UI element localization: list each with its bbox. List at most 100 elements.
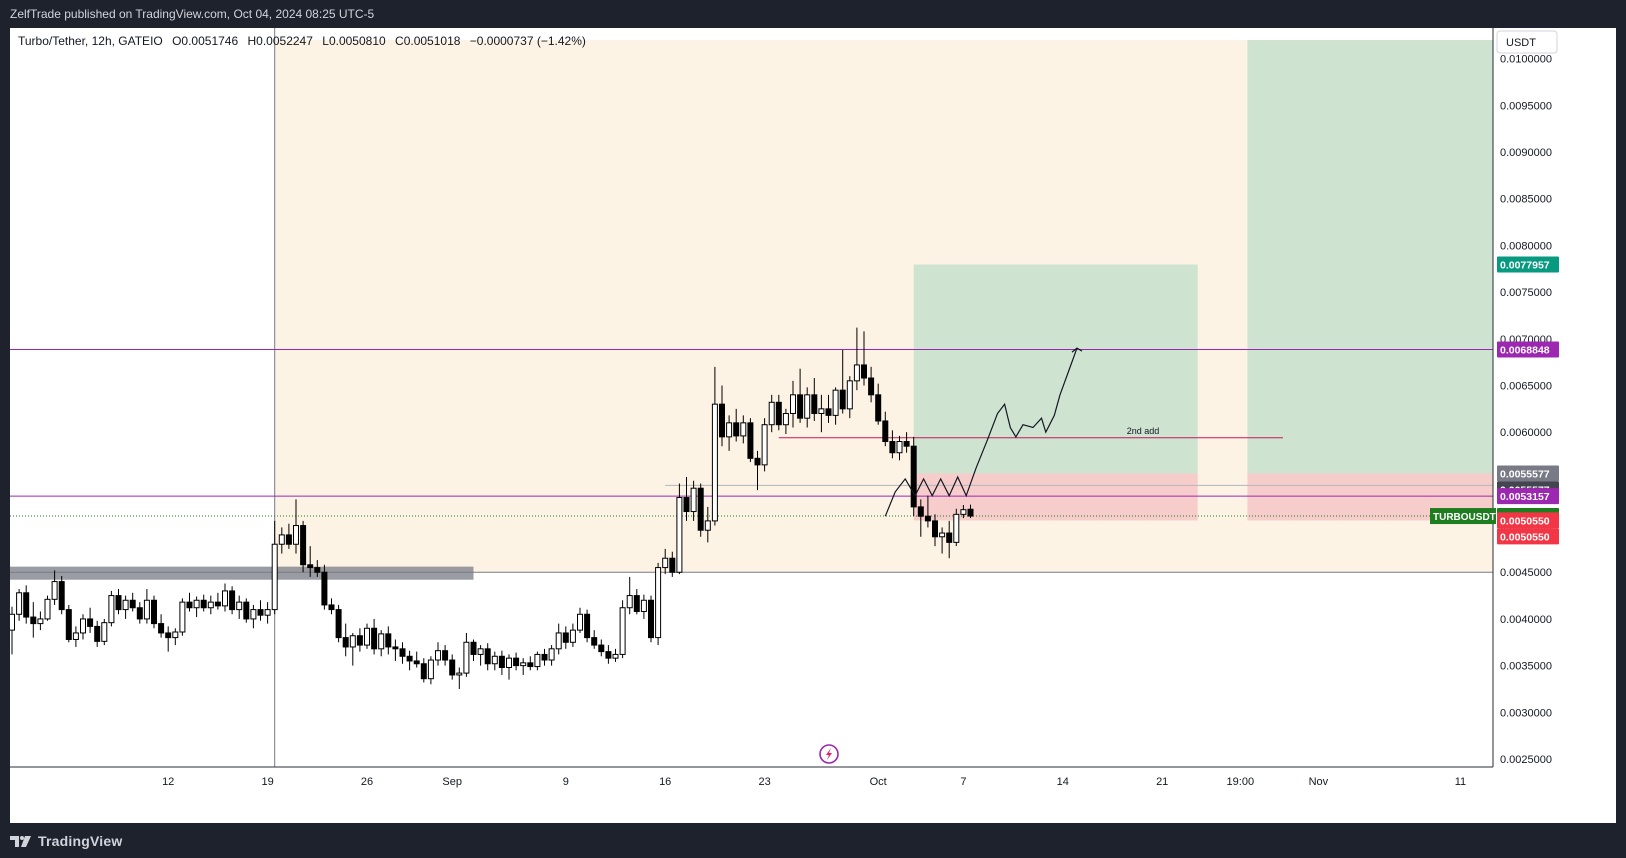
x-tick-label: 12 — [162, 776, 174, 788]
legend-o-label: O — [172, 34, 181, 48]
candle-body — [683, 497, 690, 513]
time-ticks: 12 19 26 Sep 9 16 23 Oct 7 14 21 19:00 Nov 11 — [162, 776, 1466, 788]
symbol-badge — [1430, 508, 1496, 525]
candle-body — [768, 401, 775, 426]
time-axis[interactable] — [10, 767, 1616, 797]
candle-body — [44, 598, 51, 620]
target-zone[interactable] — [1247, 40, 1493, 474]
x-tick-label: 7 — [960, 776, 966, 788]
candle-body — [626, 595, 633, 609]
price-badge — [1497, 528, 1559, 545]
candle-body — [655, 567, 662, 639]
lightning-icon[interactable] — [819, 744, 839, 764]
candles — [9, 327, 974, 689]
candle-body — [889, 441, 896, 454]
candle-body — [23, 592, 30, 618]
candle-body — [392, 646, 399, 650]
candle-body — [569, 629, 576, 643]
price-axis[interactable] — [1493, 28, 1616, 767]
candle-body — [420, 663, 427, 680]
candle-body — [16, 592, 23, 615]
price-badge-label: 0.0053157 — [1500, 491, 1550, 503]
candle-body — [498, 655, 505, 668]
forecast-path[interactable] — [884, 347, 1078, 517]
candle-body — [385, 633, 392, 648]
candle-body — [285, 534, 292, 545]
footer: TradingView — [0, 823, 1626, 858]
candle-body — [484, 648, 491, 665]
candle-body — [229, 590, 236, 611]
svg-text:Turbo/Tether, 12h, GATEIO: Turbo/Tether, 12h, GATEIO O0.0051746 H0.… — [18, 34, 586, 48]
candle-body — [811, 394, 818, 415]
candle-body — [30, 616, 37, 625]
candle-body — [136, 607, 143, 620]
candle-body — [584, 613, 591, 639]
candle-body — [356, 635, 363, 646]
candle-body — [896, 441, 903, 454]
candle-body — [924, 515, 931, 522]
candle-body — [754, 457, 761, 466]
candle-body — [967, 508, 974, 517]
drawings[interactable] — [884, 347, 1083, 517]
candle-body — [335, 609, 342, 639]
candle-body — [65, 609, 72, 640]
legend-o-value: 0.0051746 — [181, 34, 238, 48]
candle-body — [427, 659, 434, 680]
candle-body — [172, 631, 179, 639]
candle-body — [328, 604, 335, 611]
candle-body — [165, 632, 172, 639]
candle-body — [747, 422, 754, 459]
candle-body — [932, 520, 938, 538]
candle-body — [186, 601, 193, 609]
candle-body — [214, 601, 221, 607]
candle-body — [903, 441, 910, 447]
candle-body — [314, 567, 321, 573]
price-badge — [1497, 256, 1559, 273]
x-tick-label: 16 — [659, 776, 671, 788]
price-badge — [1497, 512, 1559, 529]
candle-body — [200, 599, 207, 609]
candle-body — [264, 609, 271, 616]
candle-body — [87, 618, 94, 627]
price-badge-label: 0.0068848 — [1500, 345, 1550, 357]
price-badge-label: 0.0055577 — [1500, 468, 1550, 480]
candle-body — [669, 557, 676, 573]
legend-change: −0.0000737 (−1.42%) — [470, 34, 586, 48]
candle-body — [534, 653, 541, 668]
currency-button[interactable] — [1496, 30, 1558, 54]
x-tick-label: 19 — [261, 776, 273, 788]
candle-body — [293, 525, 299, 545]
candle-body — [917, 506, 924, 517]
candle-body — [435, 650, 441, 661]
candle-body — [371, 627, 378, 650]
candle-body — [726, 422, 733, 438]
candle-body — [733, 422, 740, 437]
price-badge-label: 0.0050550 — [1500, 515, 1550, 527]
candle-body — [704, 520, 711, 531]
price-badge — [1497, 488, 1559, 505]
candle-body — [541, 653, 548, 661]
candle-body — [207, 601, 214, 609]
tradingview-logo-icon — [10, 835, 31, 847]
candle-body — [101, 622, 108, 642]
candle-body — [122, 599, 129, 611]
candle-body — [108, 595, 115, 624]
candle-body — [612, 653, 619, 659]
target-zone[interactable] — [913, 264, 1198, 474]
candle-body — [619, 607, 626, 655]
candle-body — [236, 601, 243, 611]
support-zone[interactable] — [10, 566, 474, 580]
candle-body — [193, 599, 200, 609]
candle-body — [775, 401, 782, 426]
candle-body — [158, 623, 165, 634]
candle-body — [349, 635, 356, 648]
candle-body — [9, 613, 15, 631]
candle-body — [598, 644, 605, 653]
candle-body — [832, 389, 839, 416]
legend-symbol: Turbo/Tether, 12h, GATEIO — [18, 34, 163, 48]
candle-body — [94, 625, 101, 642]
candle-body — [278, 534, 285, 545]
candle-body — [555, 632, 562, 650]
